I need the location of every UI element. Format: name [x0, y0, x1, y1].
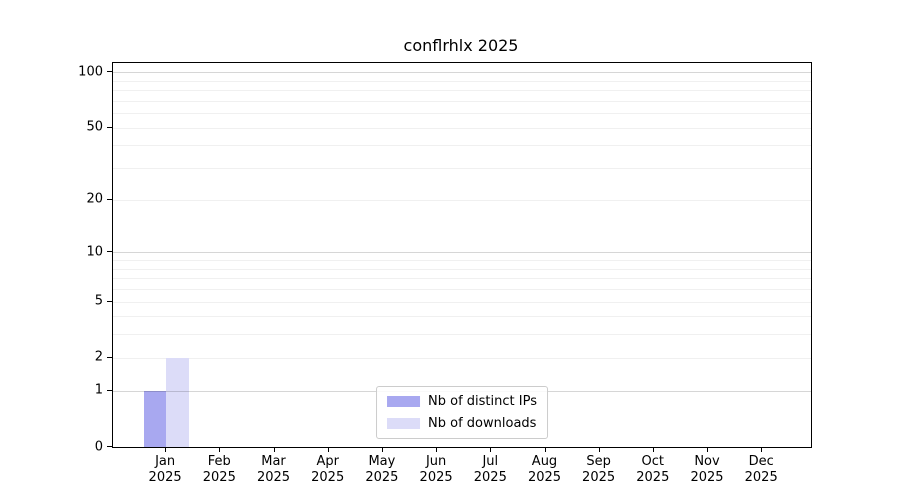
- y-tick-mark: [107, 356, 112, 358]
- legend: Nb of distinct IPs Nb of downloads: [376, 386, 548, 439]
- minor-gridline: [113, 127, 811, 129]
- x-tick-mark: [165, 447, 167, 452]
- x-tick-mark: [219, 447, 221, 452]
- legend-swatch-downloads: [387, 418, 421, 429]
- y-tick-mark: [107, 389, 112, 391]
- x-tick-mark: [381, 447, 383, 452]
- x-tick-label: Feb 2025: [202, 454, 236, 486]
- x-tick-mark: [490, 447, 492, 452]
- x-tick-mark: [273, 447, 275, 452]
- y-tick-mark: [107, 198, 112, 200]
- x-tick-label: Jul 2025: [473, 454, 507, 486]
- x-tick-label: Sep 2025: [582, 454, 616, 486]
- y-tick-mark: [107, 71, 112, 73]
- x-tick-label: Apr 2025: [311, 454, 345, 486]
- x-tick-label: Jan 2025: [148, 454, 182, 486]
- x-tick-label: Mar 2025: [256, 454, 291, 486]
- minor-gridline: [113, 80, 811, 82]
- legend-item-downloads: Nb of downloads: [387, 416, 537, 431]
- x-tick-label: Nov 2025: [690, 454, 724, 486]
- y-tick-label: 20: [86, 191, 103, 207]
- legend-swatch-distinct-ips: [387, 396, 421, 407]
- x-tick-label: May 2025: [365, 454, 399, 486]
- y-tick-label: 50: [86, 119, 103, 135]
- minor-gridline: [113, 301, 811, 303]
- x-tick-label: Oct 2025: [636, 454, 670, 486]
- bar-nb-of-downloads-jan: [166, 357, 189, 447]
- major-gridline: [113, 252, 811, 254]
- legend-label-distinct-ips: Nb of distinct IPs: [428, 394, 537, 409]
- x-tick-mark: [652, 447, 654, 452]
- y-tick-label: 100: [78, 64, 103, 80]
- y-tick-mark: [107, 251, 112, 253]
- y-tick-label: 10: [86, 244, 103, 260]
- y-tick-mark: [107, 126, 112, 128]
- x-tick-mark: [544, 447, 546, 452]
- minor-gridline: [113, 316, 811, 318]
- y-tick-label: 5: [94, 293, 103, 309]
- y-tick-label: 0: [94, 439, 103, 454]
- x-tick-mark: [327, 447, 329, 452]
- x-tick-label: Aug 2025: [527, 454, 562, 486]
- chart-title: conflrhlx 2025: [403, 36, 519, 55]
- minor-gridline: [113, 260, 811, 261]
- x-tick-mark: [436, 447, 438, 452]
- minor-gridline: [113, 90, 811, 91]
- x-tick-label: Jun 2025: [419, 454, 453, 486]
- y-tick-label: 1: [94, 382, 103, 398]
- y-tick-mark: [107, 446, 112, 447]
- legend-item-distinct-ips: Nb of distinct IPs: [387, 394, 537, 409]
- minor-gridline: [113, 168, 811, 170]
- minor-gridline: [113, 268, 811, 270]
- minor-gridline: [113, 199, 811, 201]
- bar-nb-of-distinct-ips-jan: [143, 390, 167, 447]
- x-tick-mark: [707, 447, 708, 452]
- minor-gridline: [113, 288, 811, 290]
- x-tick-mark: [761, 447, 763, 452]
- plot-area: Nb of distinct IPs Nb of downloads: [112, 62, 812, 448]
- minor-gridline: [113, 100, 811, 102]
- legend-label-downloads: Nb of downloads: [428, 416, 537, 431]
- x-tick-label: Dec 2025: [744, 454, 778, 486]
- minor-gridline: [113, 145, 811, 147]
- y-tick-label: 2: [94, 349, 103, 365]
- minor-gridline: [113, 357, 811, 359]
- major-gridline: [113, 72, 811, 74]
- y-tick-mark: [107, 300, 112, 302]
- x-tick-mark: [598, 447, 600, 452]
- minor-gridline: [113, 278, 811, 280]
- minor-gridline: [113, 334, 811, 336]
- minor-gridline: [113, 113, 811, 115]
